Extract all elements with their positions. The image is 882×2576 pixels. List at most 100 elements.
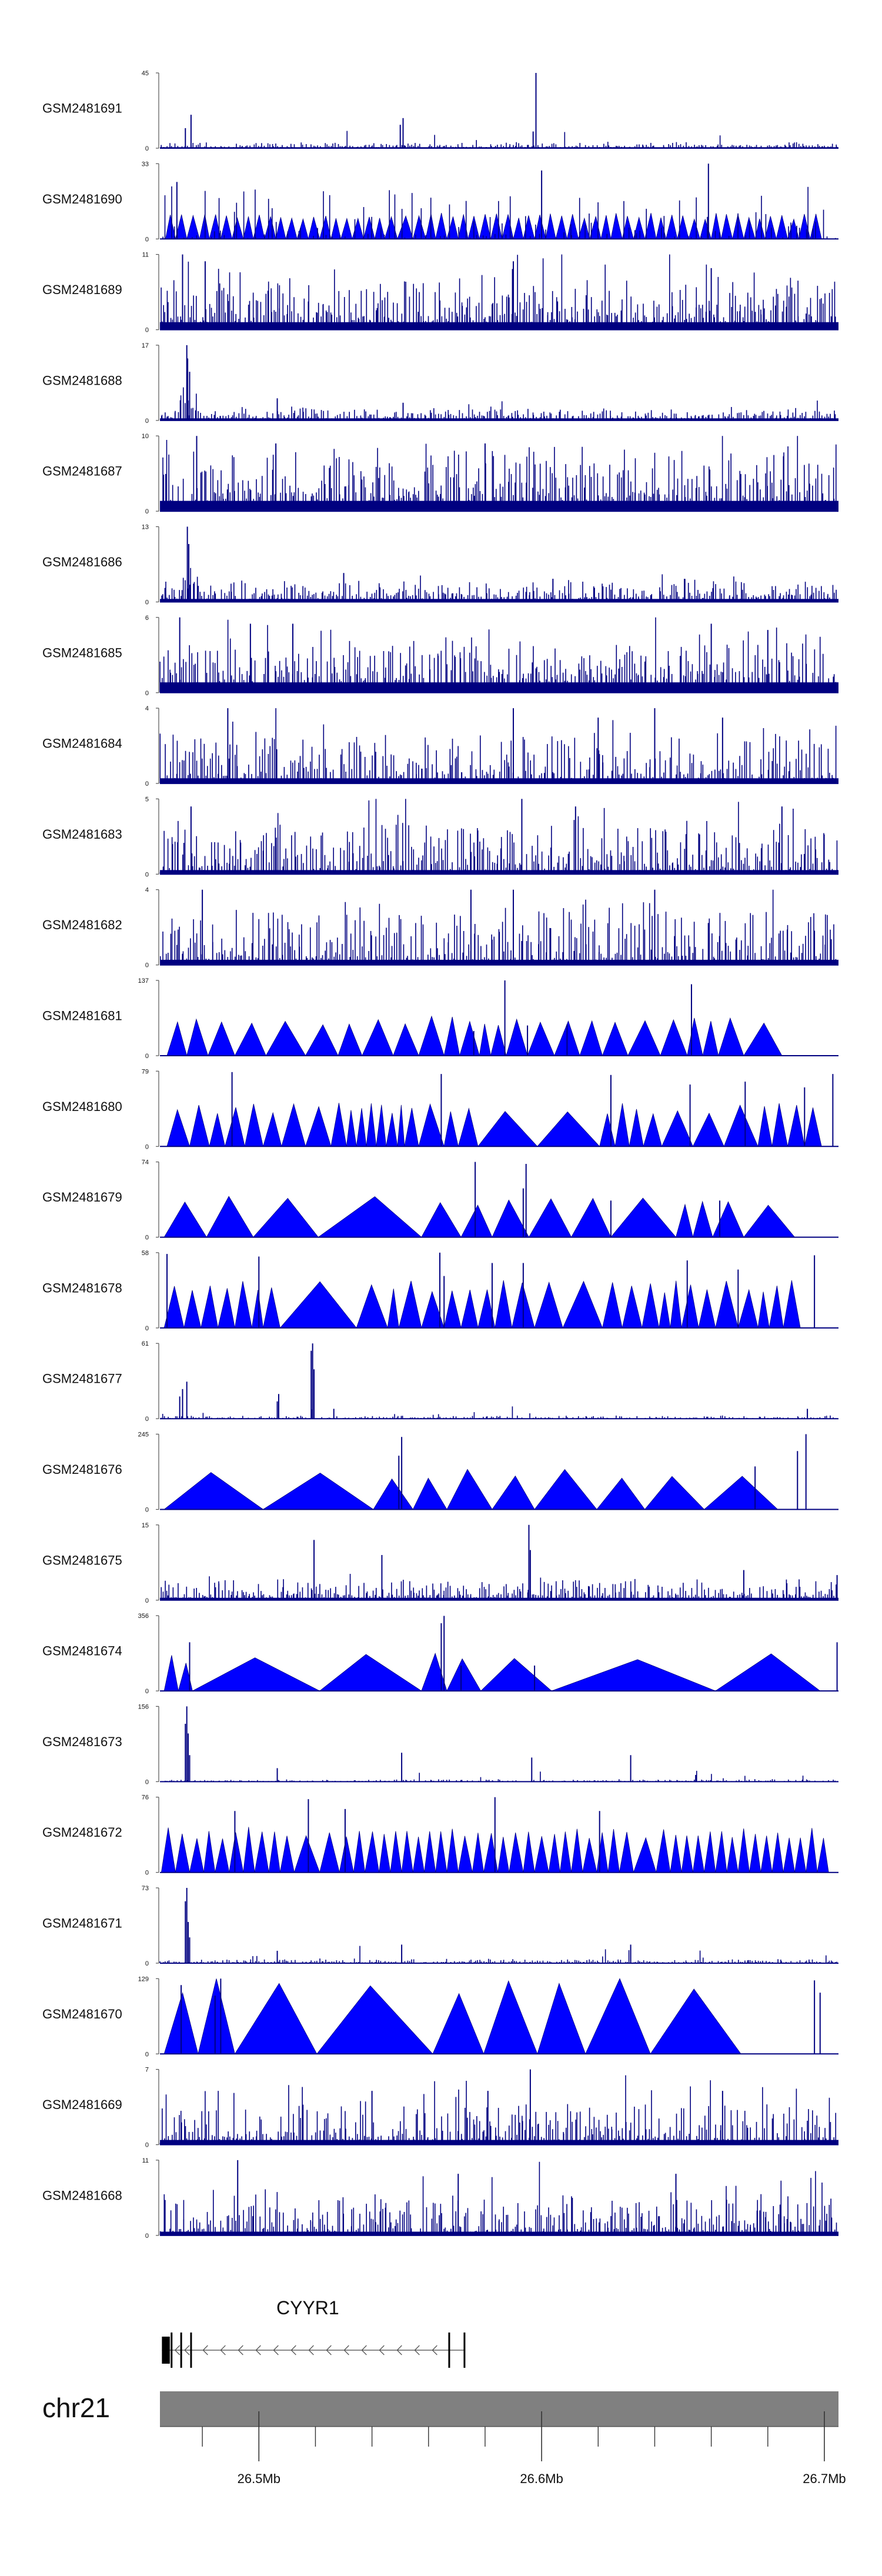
signal-area <box>659 1292 671 1329</box>
signal-area <box>163 1202 208 1238</box>
signal-area <box>234 1022 266 1056</box>
signal-area <box>614 1103 630 1147</box>
y-max-label: 17 <box>142 342 149 349</box>
signal-area <box>642 1283 660 1329</box>
y-max-label: 33 <box>142 161 149 168</box>
track-label: GSM2481689 <box>42 282 122 297</box>
signal-area <box>457 1107 479 1147</box>
signal-area <box>234 1281 252 1329</box>
signal-area <box>721 214 733 239</box>
y-zero-label: 0 <box>145 1053 149 1060</box>
track-GSM2481679: GSM2481679 74 0 <box>42 1159 838 1242</box>
track-GSM2481674: GSM2481674 356 0 <box>42 1613 838 1695</box>
track-GSM2481676: GSM2481676 245 0 <box>42 1432 838 1514</box>
signal-area <box>715 1281 739 1329</box>
y-max-label: 61 <box>142 1340 149 1347</box>
signal-area <box>787 1105 805 1147</box>
signal-area <box>596 1477 646 1510</box>
signal-area <box>262 1112 282 1147</box>
signal-area <box>340 218 353 239</box>
signal-baseline <box>160 870 838 875</box>
signal-area <box>279 1281 358 1329</box>
signal-area <box>545 213 556 239</box>
y-max-label: 137 <box>138 977 149 985</box>
signal-area <box>166 1021 188 1056</box>
y-zero-label: 0 <box>145 962 149 969</box>
signal-area <box>189 1105 210 1147</box>
track-GSM2481680: GSM2481680 79 0 <box>42 1068 838 1150</box>
y-max-label: 13 <box>142 524 149 531</box>
signal-area <box>201 1286 219 1329</box>
signal-area <box>209 1113 226 1147</box>
y-zero-label: 0 <box>145 1778 149 1786</box>
signal-area <box>681 1284 699 1329</box>
signal-area <box>421 1653 447 1691</box>
signal-area <box>771 1103 788 1147</box>
track-GSM2481684: GSM2481684 4 0 <box>42 705 838 788</box>
signal-area <box>404 1107 419 1147</box>
signal-area <box>769 1286 784 1329</box>
track-GSM2481689: GSM2481689 11 0 <box>42 252 838 334</box>
signal-area <box>275 217 286 239</box>
signal-area <box>714 1653 821 1691</box>
signal-area <box>495 1280 513 1329</box>
signal-area <box>622 1286 643 1329</box>
signal-area <box>362 1019 394 1056</box>
track-label: GSM2481690 <box>42 192 122 206</box>
signal-area <box>528 1198 572 1238</box>
y-max-label: 5 <box>145 796 149 803</box>
signal-area <box>480 1658 553 1691</box>
signal-area <box>166 1109 191 1147</box>
signal-area <box>602 1022 629 1056</box>
signal-area <box>264 216 276 239</box>
signal-area <box>397 215 413 239</box>
signal-area <box>192 1657 320 1691</box>
y-zero-label: 0 <box>145 1507 149 1514</box>
signal-area <box>629 1109 644 1147</box>
signal-area <box>692 1112 724 1147</box>
signal-area <box>305 1024 339 1056</box>
y-max-label: 45 <box>142 70 149 77</box>
signal-area <box>412 215 426 239</box>
signal-area <box>534 1469 597 1510</box>
signal-area <box>232 216 244 239</box>
signal-area <box>692 1200 713 1238</box>
signal-area <box>338 1023 363 1056</box>
signal-area <box>263 1287 280 1329</box>
track-label: GSM2481680 <box>42 1099 122 1114</box>
signal-area <box>412 1477 447 1510</box>
y-max-label: 58 <box>142 1250 149 1257</box>
signal-area <box>460 1204 493 1238</box>
signal-area <box>523 215 535 239</box>
y-zero-label: 0 <box>145 418 149 425</box>
signal-area <box>698 1289 716 1329</box>
track-label: GSM2481677 <box>42 1372 122 1386</box>
signal-area <box>356 1108 367 1147</box>
y-zero-label: 0 <box>145 327 149 334</box>
track-GSM2481677: GSM2481677 61 0 <box>42 1340 838 1423</box>
signal-area <box>502 214 514 239</box>
signal-area <box>754 218 766 239</box>
signal-area <box>352 217 364 239</box>
signal-area <box>262 1473 375 1510</box>
signal-area <box>163 1472 264 1510</box>
signal-area <box>764 216 777 239</box>
signal-area <box>776 215 789 239</box>
signal-area <box>366 1103 377 1147</box>
signal-area <box>804 1107 822 1147</box>
signal-area <box>537 1111 600 1147</box>
signal-area <box>218 1288 235 1329</box>
signal-area <box>305 1106 332 1147</box>
signal-area <box>346 1110 357 1147</box>
signal-area <box>393 1023 419 1056</box>
signal-area <box>602 1282 623 1329</box>
signal-area <box>527 1022 555 1056</box>
signal-area <box>418 1015 445 1056</box>
track-label: GSM2481673 <box>42 1734 122 1749</box>
signal-area <box>513 218 524 239</box>
y-zero-label: 0 <box>145 1143 149 1150</box>
y-zero-label: 0 <box>145 1688 149 1695</box>
signal-area <box>446 216 459 239</box>
signal-area <box>330 218 342 239</box>
signal-area <box>435 213 447 239</box>
